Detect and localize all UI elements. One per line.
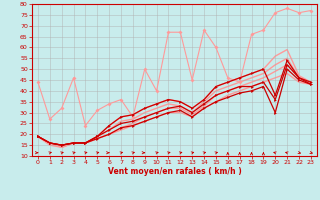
X-axis label: Vent moyen/en rafales ( km/h ): Vent moyen/en rafales ( km/h ) [108,167,241,176]
